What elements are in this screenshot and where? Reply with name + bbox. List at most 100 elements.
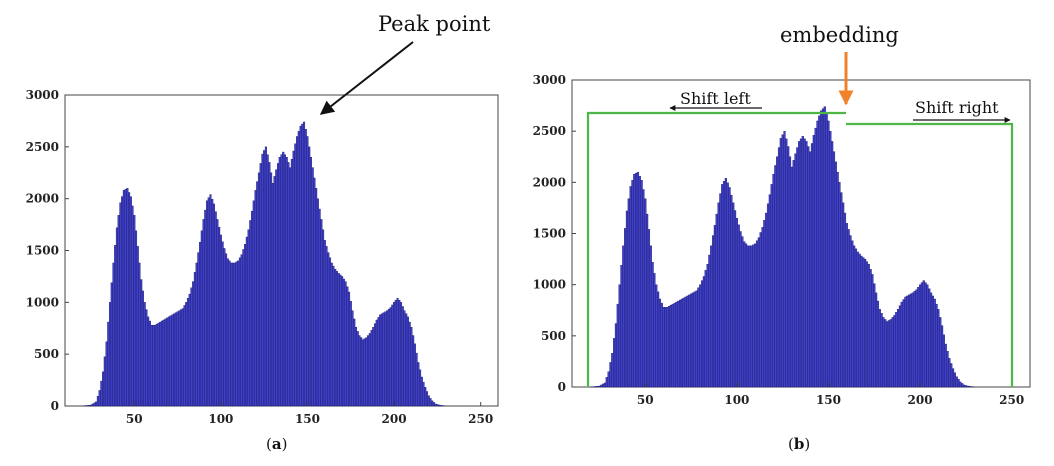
histogram-a-bar bbox=[337, 273, 340, 407]
histogram-b-bar bbox=[732, 202, 735, 388]
histogram-a-bar bbox=[330, 262, 333, 407]
histogram-b-bar bbox=[688, 294, 691, 388]
histogram-b-bar bbox=[651, 261, 654, 388]
histogram-b-bar bbox=[671, 303, 674, 388]
histogram-a-bar bbox=[323, 239, 326, 407]
histogram-a-bar bbox=[136, 246, 139, 407]
histogram-b-bar bbox=[708, 254, 711, 388]
histogram-b-xtick-label: 200 bbox=[908, 393, 933, 407]
histogram-b-bar bbox=[777, 147, 781, 388]
histogram-a-bar bbox=[275, 169, 278, 407]
histogram-a-bar bbox=[271, 182, 274, 407]
histogram-b-ytick-label: 1000 bbox=[533, 278, 566, 292]
histogram-b-bar bbox=[695, 290, 698, 388]
histogram-b-bar bbox=[613, 338, 616, 388]
bars-a bbox=[83, 121, 446, 407]
histogram-b-bar bbox=[715, 213, 718, 388]
histogram-a-bar bbox=[294, 143, 297, 407]
histogram-a-bar bbox=[89, 404, 93, 407]
histogram-b-bar bbox=[886, 321, 889, 388]
histogram-b-bar bbox=[625, 210, 629, 388]
histogram-b-bar bbox=[684, 296, 687, 388]
histogram-b-bar bbox=[702, 276, 705, 388]
histogram-b-bar bbox=[818, 115, 821, 388]
histogram-b-bar bbox=[887, 320, 891, 388]
histogram-a-bar bbox=[436, 404, 439, 407]
histogram-b-bar bbox=[646, 213, 649, 388]
histogram-b-bar bbox=[847, 229, 850, 388]
histogram-b-bar bbox=[689, 293, 693, 388]
histogram-b-bar bbox=[812, 135, 815, 388]
histogram-a-bar bbox=[346, 286, 349, 407]
histogram-b-bar bbox=[935, 303, 938, 388]
histogram-a-bar bbox=[249, 220, 252, 407]
histogram-b-bar bbox=[792, 160, 795, 388]
histogram-b-bar bbox=[911, 292, 914, 388]
histogram-b-bar bbox=[970, 386, 973, 388]
histogram-a-bar bbox=[344, 281, 347, 407]
histogram-a-bar bbox=[105, 341, 108, 407]
histogram-a-bar bbox=[131, 205, 134, 407]
histogram-a-bar bbox=[122, 190, 125, 407]
histogram-b-bar bbox=[880, 313, 883, 388]
histogram-b-bar bbox=[711, 235, 715, 388]
histogram-b-bar bbox=[741, 236, 744, 388]
histogram-a-bar bbox=[233, 262, 236, 407]
histogram-a-bar bbox=[88, 404, 91, 407]
histogram-a-bar bbox=[115, 227, 118, 407]
histogram-a-bar bbox=[311, 167, 314, 407]
histogram-b-bar bbox=[706, 264, 709, 388]
histogram-b-bar bbox=[662, 307, 665, 388]
histogram-b-bar bbox=[849, 235, 852, 388]
histogram-b-bar bbox=[633, 173, 636, 388]
histogram-a-bar bbox=[358, 335, 361, 407]
histogram-a-bar bbox=[441, 405, 444, 407]
histogram-a-bar bbox=[391, 304, 394, 407]
histogram-a-bar bbox=[308, 146, 311, 407]
histogram-b-ytick-label: 2000 bbox=[533, 175, 566, 189]
histogram-b-bar bbox=[730, 194, 733, 388]
histogram-a-bar bbox=[382, 312, 385, 407]
histogram-b-bar bbox=[928, 288, 931, 388]
histogram-a-bar bbox=[107, 321, 110, 407]
histogram-a-bar bbox=[413, 343, 416, 407]
histogram-a-bar bbox=[373, 323, 377, 407]
histogram-b-bar bbox=[803, 138, 806, 388]
histogram-b-bar bbox=[622, 245, 625, 388]
histogram-a-bar bbox=[434, 403, 437, 407]
histogram-a-bar bbox=[341, 276, 344, 407]
histogram-b-bar bbox=[856, 251, 859, 388]
histogram-b-bar bbox=[940, 325, 944, 388]
histogram-a-bar bbox=[112, 262, 115, 407]
histogram-a-bar bbox=[349, 301, 352, 407]
histogram-b-bar bbox=[649, 245, 652, 388]
histogram-b-ytick-label: 3000 bbox=[533, 73, 566, 87]
histogram-b-bar bbox=[776, 156, 779, 388]
histogram-b-bar bbox=[721, 184, 724, 388]
histogram-b-bar bbox=[862, 257, 865, 388]
histogram-b-bar bbox=[962, 384, 966, 388]
histogram-a-bar bbox=[129, 196, 132, 407]
histogram-b-bar bbox=[897, 309, 900, 388]
histogram-a-bar bbox=[276, 163, 280, 407]
histogram-b-bar bbox=[836, 171, 839, 388]
green-shift-left-marker bbox=[586, 111, 846, 387]
histogram-a-ytick-label: 0 bbox=[51, 399, 59, 413]
histogram-a-bar bbox=[114, 245, 117, 407]
histogram-b-bar bbox=[766, 203, 770, 388]
histogram-b-bar bbox=[913, 291, 916, 388]
histogram-b-bar bbox=[798, 141, 801, 388]
histogram-b-bar bbox=[653, 273, 656, 388]
histogram-a-bar bbox=[256, 181, 259, 407]
histogram-a-bar bbox=[261, 153, 264, 407]
histogram-a-bar bbox=[387, 308, 390, 407]
histogram-a-bar bbox=[268, 162, 271, 407]
histogram-a-bar bbox=[304, 129, 307, 407]
histogram-b-bar bbox=[644, 198, 647, 388]
histogram-b-bar bbox=[858, 253, 861, 388]
histogram-a-bar bbox=[412, 335, 415, 407]
histogram-b-bar bbox=[658, 298, 662, 388]
histogram-b-bar bbox=[783, 130, 786, 388]
histogram-a-bar bbox=[230, 262, 233, 407]
